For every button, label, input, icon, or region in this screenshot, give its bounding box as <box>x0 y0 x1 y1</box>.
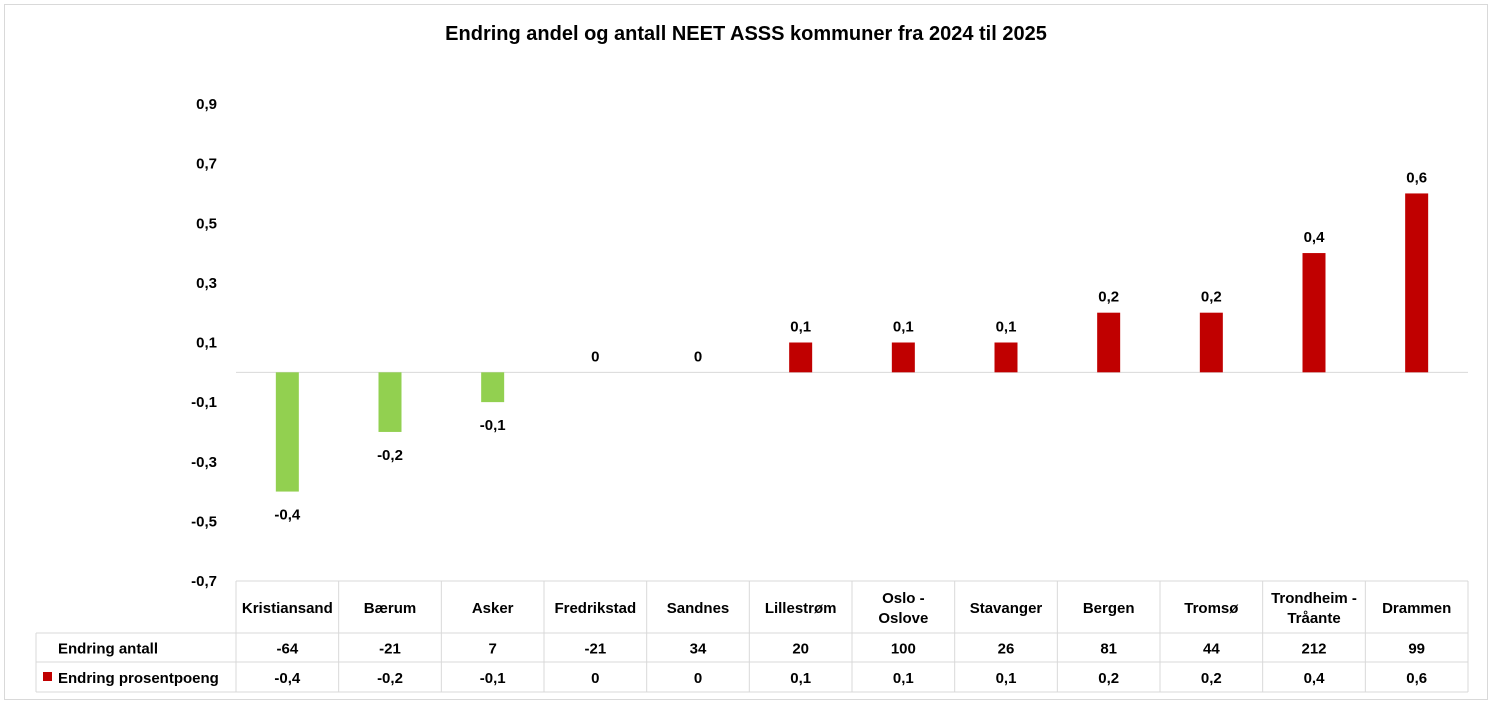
data-label: 0,1 <box>790 319 811 336</box>
data-label: 0,6 <box>1406 169 1427 186</box>
y-tick-label: -0,1 <box>191 394 217 411</box>
category-label: Tråante <box>1287 610 1340 627</box>
chart-title: Endring andel og antall NEET ASSS kommun… <box>445 23 1047 45</box>
y-tick-label: -0,3 <box>191 454 217 471</box>
chart-frame <box>4 4 1488 700</box>
bar <box>275 372 299 492</box>
table-cell: 7 <box>488 641 496 658</box>
bar <box>891 342 915 373</box>
table-cell: -0,1 <box>480 670 506 687</box>
table-cell: 0,2 <box>1201 670 1222 687</box>
category-label: Tromsø <box>1184 600 1239 617</box>
category-label: Lillestrøm <box>765 600 837 617</box>
table-cell: 0,2 <box>1098 670 1119 687</box>
table-cell: 99 <box>1408 641 1425 658</box>
category-label: Stavanger <box>970 600 1043 617</box>
data-label: 0 <box>591 348 599 365</box>
bar <box>1302 253 1326 373</box>
table-cell: 0 <box>591 670 599 687</box>
data-label: -0,4 <box>274 507 301 524</box>
table-cell: -21 <box>379 641 401 658</box>
table-cell: 0,6 <box>1406 670 1427 687</box>
y-tick-label: 0,1 <box>196 335 217 352</box>
y-tick-label: -0,5 <box>191 513 217 530</box>
data-label: 0,2 <box>1098 289 1119 306</box>
category-label: Asker <box>472 600 514 617</box>
category-label: Fredrikstad <box>554 600 636 617</box>
y-tick-label: 0,3 <box>196 275 217 292</box>
data-label: 0 <box>694 348 702 365</box>
table-cell: 34 <box>690 641 707 658</box>
y-tick-label: 0,5 <box>196 215 217 232</box>
bar <box>994 342 1018 373</box>
legend-key <box>43 672 52 681</box>
category-label: Drammen <box>1382 600 1451 617</box>
table-cell: 26 <box>998 641 1015 658</box>
table-cell: 20 <box>792 641 809 658</box>
table-cell: -0,4 <box>274 670 301 687</box>
category-label: Bergen <box>1083 600 1135 617</box>
table-cell: 100 <box>891 641 916 658</box>
y-tick-label: 0,7 <box>196 156 217 173</box>
category-label: Trondheim - <box>1271 590 1357 607</box>
table-cell: 0,1 <box>893 670 914 687</box>
table-cell: 0,1 <box>790 670 811 687</box>
category-label: Kristiansand <box>242 600 333 617</box>
category-label: Bærum <box>364 600 417 617</box>
table-cell: 44 <box>1203 641 1220 658</box>
data-labels: -0,4 -0,2 -0,1 0 0 0,1 0,1 0,1 0,2 0,2 0,4 0,6 <box>274 169 1427 523</box>
data-label: 0,2 <box>1201 289 1222 306</box>
category-label: Sandnes <box>667 600 730 617</box>
series-name: Endring prosentpoeng <box>58 670 219 687</box>
data-table: Kristiansand Bærum Asker Fredrikstad Sandnes… <box>35 580 1469 693</box>
data-label: -0,2 <box>377 447 403 464</box>
category-label: Oslove <box>878 610 928 627</box>
data-label: 0,1 <box>996 319 1017 336</box>
table-cell: 0,4 <box>1304 670 1326 687</box>
bar <box>1405 193 1429 373</box>
y-tick-label: 0,9 <box>196 96 217 113</box>
bar <box>1097 312 1121 373</box>
data-label: -0,1 <box>480 417 506 434</box>
table-cell: 212 <box>1301 641 1326 658</box>
table-cell: -64 <box>276 641 298 658</box>
table-cell: 0 <box>694 670 702 687</box>
y-tick-label: -0,7 <box>191 573 217 590</box>
bars <box>275 193 1429 492</box>
bar <box>1199 312 1223 373</box>
category-label: Oslo - <box>882 590 925 607</box>
y-axis: 0,9 0,7 0,5 0,3 0,1 -0,1 -0,3 -0,5 -0,7 <box>191 96 217 590</box>
table-cell: 0,1 <box>996 670 1017 687</box>
data-label: 0,1 <box>893 319 914 336</box>
table-cell: 81 <box>1100 641 1117 658</box>
data-label: 0,4 <box>1304 229 1326 246</box>
table-cell: -21 <box>584 641 606 658</box>
table-cell: -0,2 <box>377 670 403 687</box>
bar <box>378 372 402 432</box>
series-name: Endring antall <box>58 641 158 658</box>
bar <box>481 372 505 403</box>
bar <box>789 342 813 373</box>
